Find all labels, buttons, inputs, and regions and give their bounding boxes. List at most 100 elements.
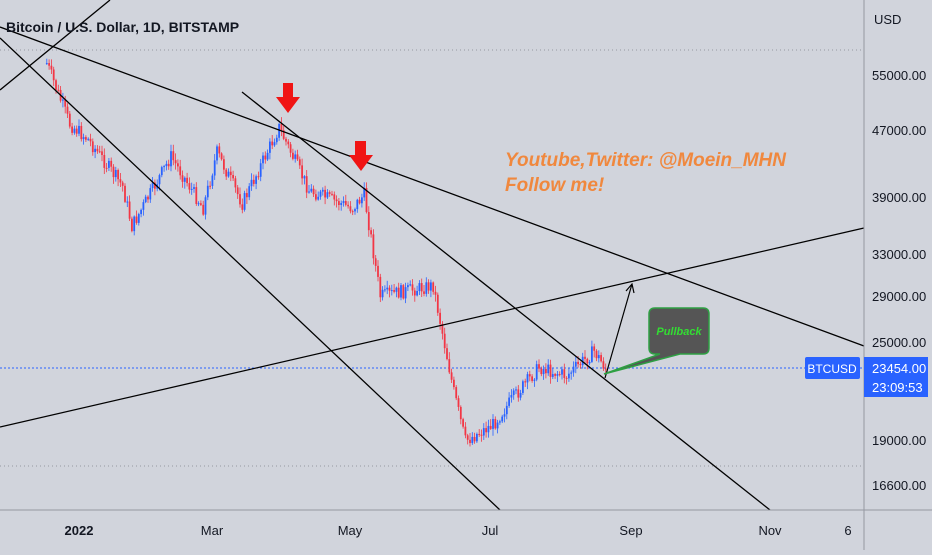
candle-body: [292, 152, 294, 159]
trendline-top-left[interactable]: [0, 0, 111, 91]
candle-body: [239, 194, 241, 205]
candle-body: [195, 187, 198, 204]
candle-body: [218, 146, 221, 154]
candle-body: [586, 358, 589, 364]
candle-body: [174, 160, 177, 164]
candle-body: [427, 282, 430, 291]
candle-body: [186, 177, 188, 184]
candle-body: [434, 291, 437, 295]
candle-body: [321, 189, 324, 192]
candle-body: [131, 218, 133, 232]
candle-body: [80, 125, 83, 140]
candle-body: [310, 188, 313, 192]
candle-body: [377, 265, 379, 277]
candle-body: [110, 160, 113, 167]
trendline-channel-upper[interactable]: [241, 91, 771, 511]
candle-body: [489, 425, 492, 429]
candle-body: [140, 209, 142, 215]
candle-body: [301, 165, 303, 179]
last-price-value: 23454.00: [872, 361, 926, 376]
symbol-label: BTCUSD: [807, 362, 857, 376]
candle-body: [317, 196, 320, 200]
candle-body: [531, 376, 533, 381]
symbol-tag[interactable]: BTCUSD: [805, 357, 860, 379]
candle-body: [303, 176, 306, 179]
candle-body: [197, 203, 200, 205]
candle-body: [351, 211, 354, 213]
candle-body: [602, 361, 605, 369]
candle-body: [262, 155, 264, 164]
candle-body: [266, 152, 269, 160]
candle-body: [342, 201, 345, 204]
candle-body: [87, 138, 90, 140]
trendlines: [0, 0, 865, 511]
candle-body: [151, 182, 154, 189]
trendline-channel-lower[interactable]: [0, 37, 501, 511]
candle-body: [388, 287, 391, 291]
candle-body: [469, 439, 471, 444]
candle-body: [154, 182, 156, 189]
time-axis[interactable]: 2022 Mar May Jul Sep Nov 6: [0, 509, 932, 538]
candle-body: [528, 374, 531, 377]
candle-body: [515, 389, 517, 391]
candle-body: [492, 419, 494, 429]
candle-body: [50, 65, 53, 70]
candle-body: [255, 176, 257, 184]
trendline-ascending-support[interactable]: [0, 227, 865, 428]
candle-body: [126, 201, 129, 203]
candle-body: [524, 381, 527, 383]
last-price-tag[interactable]: 23454.00 23:09:53: [864, 357, 928, 397]
x-tick-label: Nov: [758, 523, 782, 538]
candle-body: [579, 364, 582, 366]
y-tick-label: 29000.00: [872, 289, 926, 304]
price-axis-unit: USD: [874, 12, 901, 27]
projection-arrow[interactable]: [604, 282, 635, 379]
candle-body: [142, 202, 145, 210]
candle-body: [289, 144, 292, 153]
candle-body: [331, 193, 333, 195]
candle-body: [358, 199, 361, 204]
candle-body: [223, 159, 225, 170]
candle-body: [413, 290, 416, 296]
candle-body: [390, 290, 393, 292]
candle-body: [508, 397, 510, 406]
candle-body: [135, 216, 138, 223]
candle-body: [347, 204, 349, 207]
candle-body: [68, 113, 71, 127]
price-axis[interactable]: USD 55000.00 47000.00 39000.00 33000.00 …: [863, 0, 926, 550]
candle-body: [485, 428, 487, 433]
candle-body: [381, 289, 384, 298]
candle-body: [73, 128, 76, 133]
candle-body: [200, 203, 202, 205]
candle-body: [384, 289, 386, 291]
candle-body: [78, 125, 80, 134]
candle-body: [533, 379, 536, 381]
candle-body: [455, 387, 458, 399]
candle-body: [420, 283, 423, 292]
candle-body: [386, 287, 389, 290]
x-tick-label: Mar: [201, 523, 224, 538]
candle-body: [66, 106, 69, 114]
candle-body: [556, 374, 559, 376]
candle-body: [344, 201, 347, 205]
candle-body: [271, 141, 274, 146]
candle-body: [278, 123, 280, 138]
candle-body: [85, 137, 87, 140]
trendline-upper-descending[interactable]: [0, 26, 865, 347]
candle-body: [55, 80, 57, 90]
candle-body: [593, 346, 596, 351]
candle-body: [423, 291, 425, 294]
candle-body: [160, 167, 163, 176]
candle-body: [57, 89, 60, 91]
pullback-callout[interactable]: Pullback: [603, 307, 710, 375]
candle-body: [165, 163, 168, 167]
candle-body: [147, 196, 149, 200]
candle-body: [505, 405, 508, 415]
social-annotation-line2: Follow me!: [505, 175, 604, 196]
candle-body: [519, 392, 522, 398]
y-tick-label: 33000.00: [872, 247, 926, 262]
candle-body: [163, 166, 165, 168]
x-tick-label: Sep: [619, 523, 642, 538]
candle-body: [183, 177, 186, 182]
